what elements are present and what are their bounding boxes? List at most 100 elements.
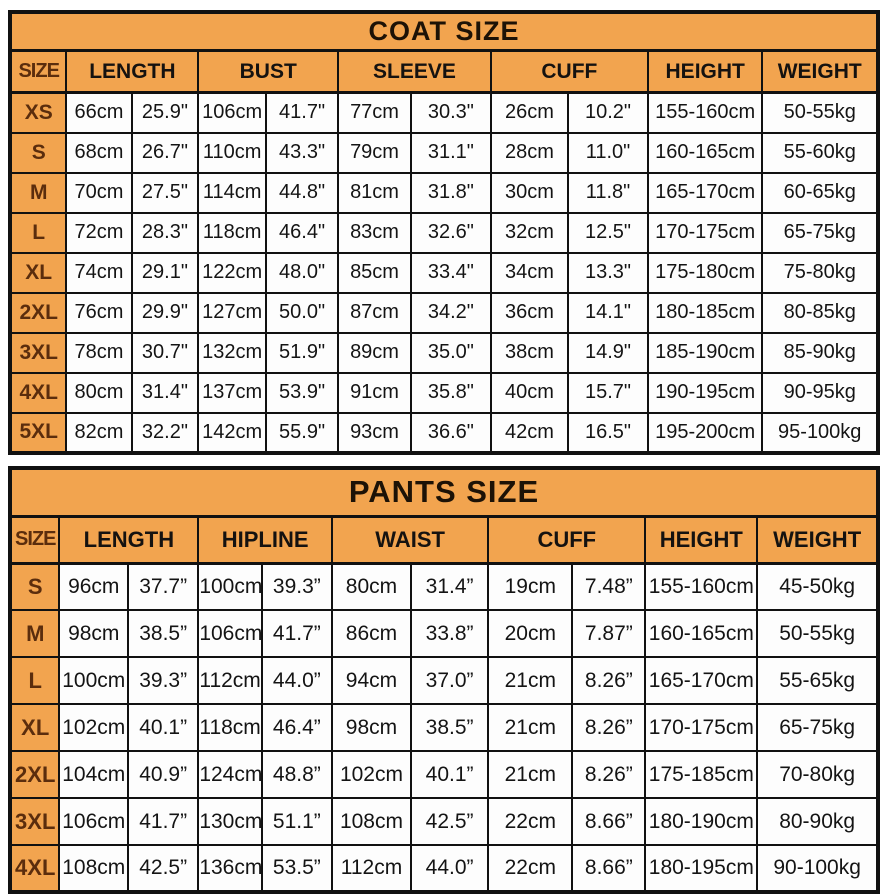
value-cell: 32.2" [132,413,199,453]
size-label-cell: XS [10,93,66,133]
size-label-cell: L [10,657,59,704]
value-cell: 44.0” [262,657,332,704]
value-cell: 35.8" [411,373,491,413]
value-cell: 53.9" [266,373,338,413]
value-cell: 32cm [491,213,568,253]
value-cell: 160-165cm [645,610,757,657]
value-cell: 122cm [198,253,266,293]
value-cell: 41.7" [266,93,338,133]
column-header-height: HEIGHT [645,516,757,563]
value-cell: 27.5" [132,173,199,213]
value-cell: 48.0" [266,253,338,293]
column-header-weight: WEIGHT [762,51,878,93]
value-cell: 26.7" [132,133,199,173]
value-cell: 65-75kg [762,213,878,253]
value-cell: 38.5” [128,610,198,657]
value-cell: 81cm [338,173,411,213]
value-cell: 170-175cm [645,704,757,751]
value-cell: 98cm [332,704,411,751]
value-cell: 106cm [59,798,128,845]
column-header-size: SIZE [10,516,59,563]
table-title-row: PANTS SIZE [10,468,878,517]
value-cell: 46.4” [262,704,332,751]
column-header-height: HEIGHT [648,51,763,93]
value-cell: 90-100kg [757,845,878,892]
value-cell: 29.9" [132,293,199,333]
value-cell: 91cm [338,373,411,413]
value-cell: 28cm [491,133,568,173]
value-cell: 95-100kg [762,413,878,453]
value-cell: 7.87” [572,610,645,657]
value-cell: 50-55kg [757,610,878,657]
value-cell: 14.9" [568,333,648,373]
value-cell: 89cm [338,333,411,373]
value-cell: 75-80kg [762,253,878,293]
value-cell: 28.3" [132,213,199,253]
size-label-cell: XL [10,704,59,751]
value-cell: 85cm [338,253,411,293]
coat-table-title: COAT SIZE [10,12,878,51]
value-cell: 11.0" [568,133,648,173]
value-cell: 185-190cm [648,333,763,373]
value-cell: 31.4” [411,563,488,610]
value-cell: 37.7” [128,563,198,610]
value-cell: 118cm [198,213,266,253]
value-cell: 108cm [59,845,128,892]
value-cell: 132cm [198,333,266,373]
value-cell: 70cm [66,173,131,213]
value-cell: 68cm [66,133,131,173]
size-label-cell: 3XL [10,798,59,845]
value-cell: 94cm [332,657,411,704]
value-cell: 79cm [338,133,411,173]
value-cell: 39.3” [128,657,198,704]
value-cell: 66cm [66,93,131,133]
value-cell: 51.1” [262,798,332,845]
value-cell: 37.0” [411,657,488,704]
value-cell: 30.3" [411,93,491,133]
value-cell: 10.2" [568,93,648,133]
value-cell: 22cm [488,798,572,845]
value-cell: 195-200cm [648,413,763,453]
table-title-row: COAT SIZE [10,12,878,51]
value-cell: 42.5” [128,845,198,892]
value-cell: 175-185cm [645,751,757,798]
value-cell: 38.5” [411,704,488,751]
value-cell: 36cm [491,293,568,333]
value-cell: 93cm [338,413,411,453]
value-cell: 22cm [488,845,572,892]
value-cell: 15.7" [568,373,648,413]
value-cell: 180-185cm [648,293,763,333]
value-cell: 36.6" [411,413,491,453]
value-cell: 46.4" [266,213,338,253]
value-cell: 104cm [59,751,128,798]
value-cell: 40.1” [128,704,198,751]
value-cell: 8.26” [572,704,645,751]
value-cell: 34cm [491,253,568,293]
value-cell: 25.9" [132,93,199,133]
column-header-size: SIZE [10,51,66,93]
value-cell: 80-90kg [757,798,878,845]
value-cell: 55-65kg [757,657,878,704]
value-cell: 41.7” [262,610,332,657]
value-cell: 170-175cm [648,213,763,253]
value-cell: 142cm [198,413,266,453]
value-cell: 55.9" [266,413,338,453]
value-cell: 90-95kg [762,373,878,413]
value-cell: 100cm [198,563,261,610]
value-cell: 34.2" [411,293,491,333]
value-cell: 165-170cm [648,173,763,213]
column-header-hipline: HIPLINE [198,516,332,563]
value-cell: 44.8" [266,173,338,213]
value-cell: 7.48” [572,563,645,610]
